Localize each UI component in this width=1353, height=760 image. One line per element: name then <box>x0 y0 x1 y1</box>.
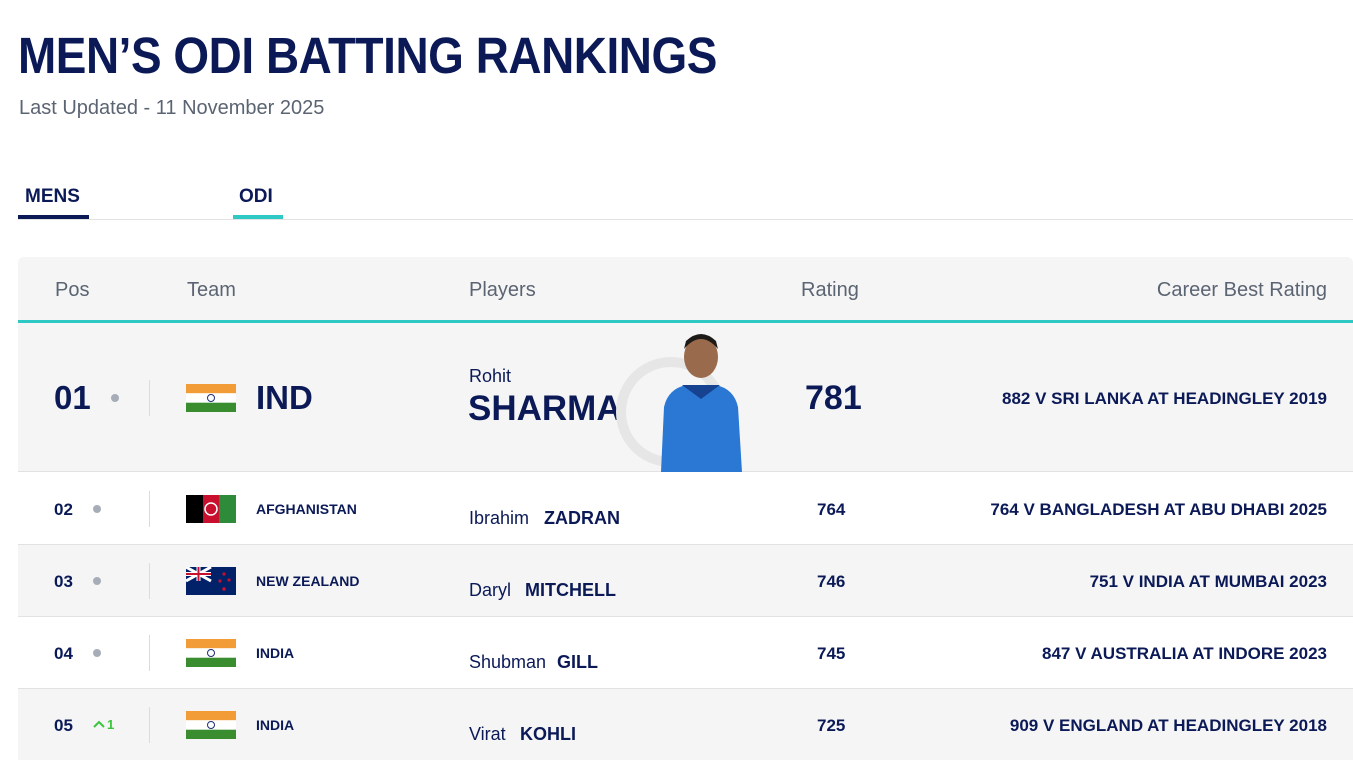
team: IND <box>256 379 313 416</box>
player-first-name: Rohit <box>469 366 512 386</box>
position: 05 <box>54 716 73 735</box>
player-first-name: Shubman <box>469 652 547 672</box>
team: INDIA <box>256 717 295 733</box>
no-change-dot <box>93 505 101 513</box>
divider <box>18 219 1353 220</box>
player-first-name: Virat <box>469 724 506 744</box>
rating: 781 <box>805 379 862 417</box>
tab-gender[interactable]: MENS <box>25 186 80 207</box>
column-header: Career Best Rating <box>1156 279 1327 301</box>
column-divider <box>149 491 150 527</box>
subtitle: Last Updated - 11 November 2025 <box>19 97 325 119</box>
career-best: 909 V ENGLAND AT HEADINGLEY 2018 <box>1009 716 1327 735</box>
player-first-name: Ibrahim <box>469 508 530 528</box>
player-last-name: KOHLI <box>520 724 576 744</box>
team: NEW ZEALAND <box>256 573 360 589</box>
flag <box>186 639 236 667</box>
career-best: 847 V AUSTRALIA AT INDORE 2023 <box>1042 644 1327 663</box>
flag <box>186 567 236 595</box>
player-last-name: MITCHELL <box>525 580 616 600</box>
position-change: 1 <box>107 717 115 732</box>
position: 03 <box>54 572 73 591</box>
career-best: 882 V SRI LANKA AT HEADINGLEY 2019 <box>1002 389 1327 408</box>
flag <box>186 495 236 523</box>
column-header: Players <box>469 279 536 301</box>
rating: 746 <box>817 572 846 591</box>
column-header: Pos <box>55 279 90 301</box>
column-header: Team <box>187 279 236 301</box>
team: AFGHANISTAN <box>256 501 357 517</box>
no-change-dot <box>93 577 101 585</box>
flag <box>186 384 236 412</box>
tab-format[interactable]: ODI <box>239 186 273 207</box>
table-row[interactable]: 04 INDIA Shubman GILL 745 847 V AUSTRALI… <box>18 617 1353 689</box>
tab-underline <box>18 215 89 219</box>
no-change-dot <box>111 394 119 402</box>
column-divider <box>149 380 150 416</box>
position: 02 <box>54 500 73 519</box>
column-header: Rating <box>801 279 859 301</box>
rating: 745 <box>817 644 846 663</box>
position: 04 <box>54 644 73 663</box>
table-header: Pos Team Players Rating Career Best Rati… <box>18 257 1353 320</box>
header-border <box>18 320 1353 323</box>
flag <box>186 711 236 739</box>
column-divider <box>149 563 150 599</box>
player-image <box>616 334 742 472</box>
player-last-name: SHARMA <box>468 389 622 428</box>
career-best: 751 V INDIA AT MUMBAI 2023 <box>1089 572 1327 591</box>
player-last-name: GILL <box>557 652 598 672</box>
team: INDIA <box>256 645 295 661</box>
career-best: 764 V BANGLADESH AT ABU DHABI 2025 <box>990 500 1327 519</box>
page-title: MEN’S ODI BATTING RANKINGS <box>18 27 717 84</box>
up-arrow <box>93 720 105 728</box>
rating: 725 <box>817 716 846 735</box>
table-row[interactable]: 01 IND Rohit SHARMA 781 882 V SRI LANKA … <box>18 323 1353 472</box>
column-divider <box>149 707 150 743</box>
tab-underline <box>233 215 283 219</box>
no-change-dot <box>93 649 101 657</box>
position: 01 <box>54 379 91 416</box>
table-row[interactable]: 02 AFGHANISTAN Ibrahim ZADRAN 764 764 V … <box>18 473 1353 545</box>
column-divider <box>149 635 150 671</box>
player-first-name: Daryl <box>469 580 512 600</box>
table-row[interactable]: 05 1 INDIA Virat KOHLI 725 909 V ENGLAND… <box>18 689 1353 760</box>
player-last-name: ZADRAN <box>544 508 620 528</box>
rating: 764 <box>817 500 846 519</box>
table-row[interactable]: 03 NEW ZEALAND Daryl MITCHELL 746 751 V … <box>18 545 1353 617</box>
